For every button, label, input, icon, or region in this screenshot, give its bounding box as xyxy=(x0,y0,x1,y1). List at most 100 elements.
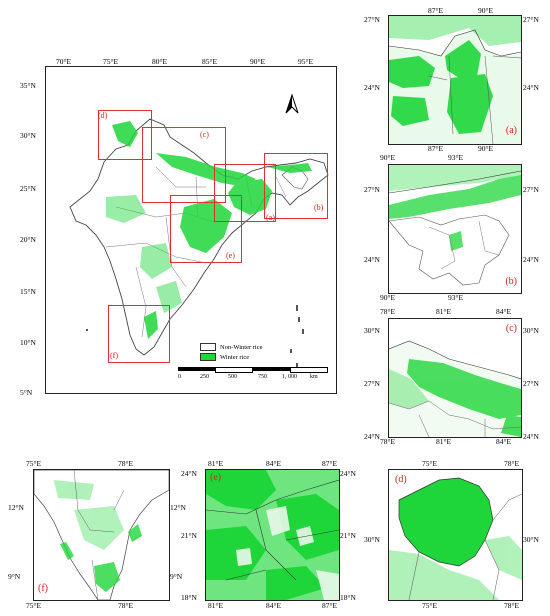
inset-label-e: (e) xyxy=(226,251,235,260)
winter-rice-areas xyxy=(112,121,312,339)
inset-label-c: (c) xyxy=(200,130,209,139)
legend-swatch-winter xyxy=(200,353,216,361)
panel-e-right-tick: 24°N xyxy=(340,469,356,478)
main-lat-tick: 5°N xyxy=(20,388,33,397)
main-lon-tick: 85°E xyxy=(202,57,218,66)
panel-f-bottom-tick: 75°E xyxy=(26,601,42,610)
main-lat-tick: 20°N xyxy=(20,235,36,244)
panel-e-top-tick: 81°E xyxy=(208,459,224,468)
main-lon-tick: 95°E xyxy=(298,57,314,66)
main-lon-tick: 70°E xyxy=(56,57,72,66)
panel-e-label: (e) xyxy=(210,472,222,483)
panel-f-right-tick: 9°N xyxy=(170,572,183,581)
panel-d-top-tick: 78°E xyxy=(504,459,520,468)
panel-c-left-tick: 30°N xyxy=(364,326,380,335)
panel-b-bottom-tick: 93°E xyxy=(448,293,464,302)
india-map xyxy=(69,93,329,367)
panel-f-bottom-tick: 78°E xyxy=(118,601,134,610)
panel-c-right-tick: 24°N xyxy=(523,432,539,441)
panel-a-right-tick: 24°N xyxy=(523,83,539,92)
scale-0: 0 xyxy=(178,374,181,380)
panel-a-right-tick: 27°N xyxy=(523,15,539,24)
inset-label-f: (f) xyxy=(110,351,118,360)
panel-b-top-tick: 90°E xyxy=(380,153,396,162)
panel-e-left-tick: 21°N xyxy=(181,531,197,540)
north-arrow-icon xyxy=(285,93,299,114)
panel-d-left-tick: 30°N xyxy=(364,535,380,544)
panel-a-bottom-tick: 90°E xyxy=(478,144,494,153)
panel-c-bottom-tick: 78°E xyxy=(380,437,396,446)
panel-c-left-tick: 27°N xyxy=(364,379,380,388)
inset-box-b xyxy=(264,153,328,219)
panel-b-top-tick: 93°E xyxy=(448,153,464,162)
panel-a-left-tick: 27°N xyxy=(364,15,380,24)
panel-f-left-tick: 12°N xyxy=(8,503,24,512)
panel-c-bottom-tick: 81°E xyxy=(436,437,452,446)
inset-label-a: (a) xyxy=(266,213,275,222)
panel-f-right-tick: 12°N xyxy=(170,503,186,512)
panel-d-label: (d) xyxy=(395,474,407,485)
panel-a: (a) xyxy=(388,15,522,145)
main-lat-tick: 25°N xyxy=(20,184,36,193)
scale-bar: 0 250 500 750 1, 000 km xyxy=(178,367,328,382)
panel-c-right-tick: 27°N xyxy=(523,379,539,388)
main-lon-tick: 80°E xyxy=(152,57,168,66)
inset-box-d xyxy=(98,110,152,160)
inset-label-d: (d) xyxy=(98,111,108,120)
scale-750: 750 xyxy=(258,374,267,380)
scale-500: 500 xyxy=(228,374,237,380)
panel-c-top-tick: 84°E xyxy=(496,307,512,316)
panel-b: (b) xyxy=(388,164,522,294)
scale-250: 250 xyxy=(200,374,209,380)
panel-a-top-tick: 87°E xyxy=(428,6,444,15)
panel-c-top-tick: 81°E xyxy=(436,307,452,316)
panel-e-top-tick: 87°E xyxy=(322,459,338,468)
panel-c-top-tick: 78°E xyxy=(380,307,396,316)
panel-f-left-tick: 9°N xyxy=(8,572,21,581)
panel-f-top-tick: 75°E xyxy=(26,459,42,468)
inset-label-b: (b) xyxy=(314,203,324,212)
legend-label-winter: Winter rice xyxy=(220,353,250,361)
panel-e-bottom-tick: 87°E xyxy=(322,601,338,610)
main-lat-tick: 10°N xyxy=(20,338,36,347)
panel-b-label: (b) xyxy=(505,276,517,287)
panel-b-right-tick: 27°N xyxy=(523,185,539,194)
panel-d-bottom-tick: 78°E xyxy=(504,601,520,610)
legend-swatch-non-winter xyxy=(200,343,216,351)
scale-unit: km xyxy=(310,374,318,380)
panel-f: (f) xyxy=(33,469,170,601)
panel-d-right-tick: 30°N xyxy=(523,535,539,544)
inset-box-e xyxy=(170,195,242,263)
inset-box-c xyxy=(142,127,226,203)
scale-1000: 1, 000 xyxy=(282,374,297,380)
panel-c: (c) xyxy=(388,318,522,438)
panel-e-right-tick: 21°N xyxy=(340,531,356,540)
panel-f-top-tick: 78°E xyxy=(118,459,134,468)
panel-e-left-tick: 24°N xyxy=(181,469,197,478)
panel-a-top-tick: 90°E xyxy=(478,6,494,15)
inset-box-a xyxy=(214,164,276,222)
panel-e: (e) xyxy=(205,469,340,601)
main-map-panel: (d) (c) (a) (b) (e) (f) Non-Winter rice … xyxy=(45,66,337,394)
panel-b-bottom-tick: 90°E xyxy=(380,293,396,302)
panel-c-right-tick: 30°N xyxy=(523,326,539,335)
panel-c-bottom-tick: 84°E xyxy=(496,437,512,446)
main-lat-tick: 35°N xyxy=(20,81,36,90)
panel-b-left-tick: 27°N xyxy=(364,185,380,194)
panel-a-bottom-tick: 87°E xyxy=(428,144,444,153)
legend-label-non-winter: Non-Winter rice xyxy=(220,343,263,351)
panel-c-label: (c) xyxy=(505,323,517,334)
panel-d-top-tick: 75°E xyxy=(422,459,438,468)
panel-a-left-tick: 24°N xyxy=(364,83,380,92)
panel-c-left-tick: 24°N xyxy=(364,432,380,441)
islands xyxy=(86,305,304,367)
panel-b-left-tick: 24°N xyxy=(364,255,380,264)
inset-box-f xyxy=(108,305,170,363)
main-lat-tick: 15°N xyxy=(20,287,36,296)
panel-e-bottom-tick: 84°E xyxy=(266,601,282,610)
main-lat-tick: 30°N xyxy=(20,131,36,140)
panel-a-label: (a) xyxy=(505,125,517,136)
map-legend: Non-Winter rice Winter rice xyxy=(200,343,263,361)
panel-e-bottom-tick: 81°E xyxy=(208,601,224,610)
panel-e-top-tick: 84°E xyxy=(266,459,282,468)
